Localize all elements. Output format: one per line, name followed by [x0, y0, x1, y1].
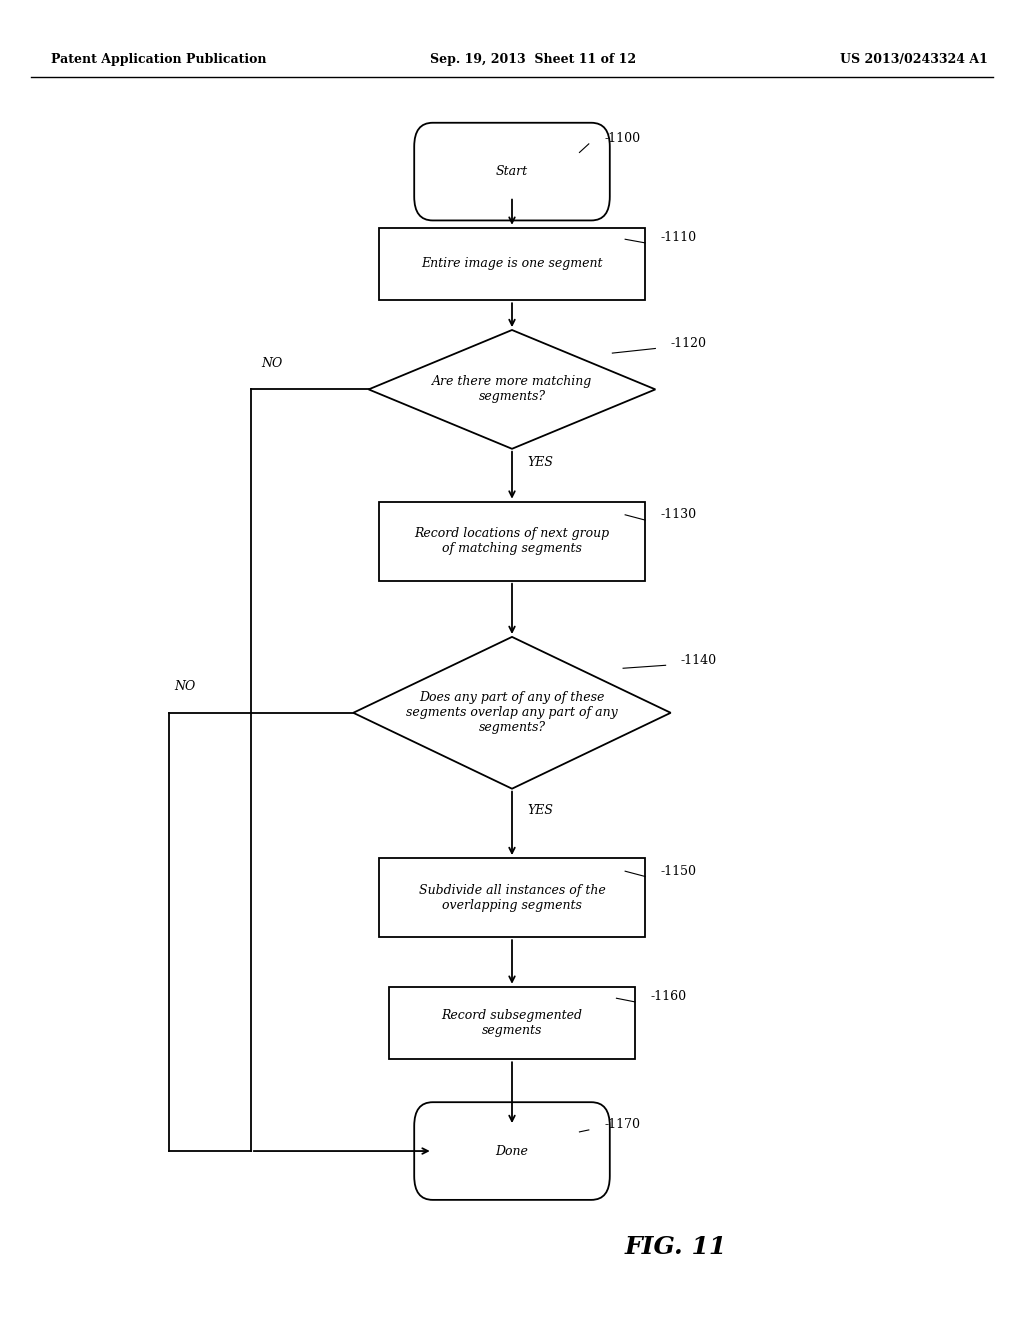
Text: Record subsegmented
segments: Record subsegmented segments: [441, 1008, 583, 1038]
Bar: [379, 227, 645, 300]
FancyBboxPatch shape: [414, 1102, 609, 1200]
Text: YES: YES: [527, 455, 553, 469]
Bar: [379, 502, 645, 581]
Text: Does any part of any of these
segments overlap any part of any
segments?: Does any part of any of these segments o…: [407, 692, 617, 734]
Text: -1170: -1170: [604, 1118, 640, 1131]
Text: -1130: -1130: [660, 508, 696, 521]
Text: US 2013/0243324 A1: US 2013/0243324 A1: [840, 53, 987, 66]
Text: Patent Application Publication: Patent Application Publication: [51, 53, 266, 66]
Polygon shape: [369, 330, 655, 449]
Text: Subdivide all instances of the
overlapping segments: Subdivide all instances of the overlappi…: [419, 883, 605, 912]
Text: Done: Done: [496, 1144, 528, 1158]
Text: -1150: -1150: [660, 865, 696, 878]
Text: NO: NO: [174, 680, 196, 693]
Text: FIG. 11: FIG. 11: [625, 1236, 727, 1259]
Bar: [389, 987, 635, 1059]
Text: -1100: -1100: [604, 132, 640, 145]
Bar: [379, 858, 645, 937]
Text: -1110: -1110: [660, 231, 696, 244]
Polygon shape: [353, 636, 671, 788]
FancyBboxPatch shape: [414, 123, 609, 220]
Text: NO: NO: [261, 356, 283, 370]
Text: -1140: -1140: [681, 653, 717, 667]
Text: -1160: -1160: [650, 990, 686, 1003]
Text: Entire image is one segment: Entire image is one segment: [421, 257, 603, 271]
Text: Record locations of next group
of matching segments: Record locations of next group of matchi…: [415, 527, 609, 556]
Text: Start: Start: [496, 165, 528, 178]
Text: YES: YES: [527, 804, 553, 817]
Text: Are there more matching
segments?: Are there more matching segments?: [432, 375, 592, 404]
Text: -1120: -1120: [671, 337, 707, 350]
Text: Sep. 19, 2013  Sheet 11 of 12: Sep. 19, 2013 Sheet 11 of 12: [430, 53, 636, 66]
